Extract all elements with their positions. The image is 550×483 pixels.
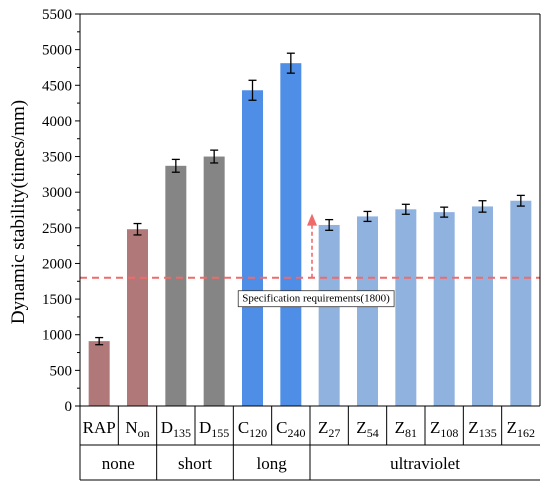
- error-bar: [248, 79, 257, 101]
- y-tick-label: 4000: [42, 114, 72, 130]
- y-tick-label: 5000: [42, 43, 72, 59]
- category-label: D135: [161, 418, 191, 440]
- reference-label-box: [237, 290, 395, 308]
- arrow-head: [307, 213, 317, 226]
- error-bar: [363, 210, 372, 223]
- bars-layer: [88, 63, 532, 407]
- y-tick-label: 2000: [42, 256, 72, 272]
- category-label: D155: [199, 418, 229, 440]
- errorbars-layer: [95, 52, 525, 346]
- bar: [165, 165, 187, 406]
- y-tick-label: 2500: [42, 221, 72, 237]
- bar: [203, 156, 225, 406]
- error-bar: [401, 203, 410, 215]
- y-tick-label: 3500: [42, 150, 72, 166]
- error-bar: [325, 218, 334, 231]
- group-label: long: [257, 454, 288, 473]
- bar: [280, 63, 302, 406]
- bar: [510, 200, 532, 406]
- y-tick-label: 1500: [42, 292, 72, 308]
- error-bar: [440, 206, 449, 218]
- group-label: ultraviolet: [390, 454, 460, 473]
- category-label: Z27: [318, 418, 340, 440]
- error-bar: [133, 222, 142, 236]
- category-label: Z135: [468, 418, 496, 440]
- category-label: C120: [238, 418, 267, 440]
- error-bar: [210, 149, 219, 164]
- category-label: Z54: [356, 418, 378, 440]
- error-bar: [95, 336, 104, 346]
- group-label: short: [178, 454, 212, 473]
- group-label: none: [102, 454, 135, 473]
- bar: [395, 209, 417, 406]
- bar: [472, 206, 493, 406]
- bar: [357, 216, 378, 406]
- reference-layer: Specification requirements(1800): [80, 213, 540, 308]
- bar: [88, 341, 110, 406]
- y-tick-label: 5500: [42, 7, 72, 23]
- category-label: Z81: [395, 418, 417, 440]
- category-table: RAP Non D135 D155 C120 C240 Z27 Z54 Z81 Z108 Z135 Z…: [80, 406, 540, 481]
- axes-layer: 0 500 1000 1500 2000 2500 3000 3500 4000 4500 5000…: [42, 7, 541, 480]
- category-label: RAP: [83, 418, 116, 437]
- error-bar: [171, 158, 180, 173]
- y-axis-label: Dynamic stability(times/mm): [8, 100, 29, 324]
- category-label: Z108: [430, 418, 458, 440]
- error-bar: [286, 52, 295, 74]
- category-label: C240: [276, 418, 305, 440]
- y-tick-label: 4500: [42, 78, 72, 94]
- y-tick-label: 3000: [42, 185, 72, 201]
- reference-label: Specification requirements(1800): [242, 293, 390, 305]
- y-tick-label: 1000: [42, 328, 72, 344]
- error-bar: [516, 194, 525, 207]
- error-bar: [478, 200, 487, 213]
- y-tick-label: 0: [65, 399, 73, 415]
- bar: [242, 90, 263, 407]
- bar: [127, 229, 148, 406]
- category-label: Non: [125, 418, 149, 440]
- y-tick-label: 500: [50, 363, 73, 379]
- bar: [318, 224, 340, 406]
- category-label: Z162: [507, 418, 535, 440]
- bar: [433, 212, 455, 406]
